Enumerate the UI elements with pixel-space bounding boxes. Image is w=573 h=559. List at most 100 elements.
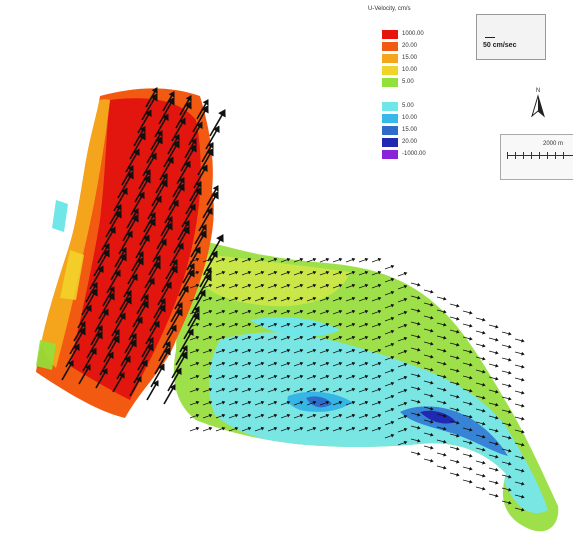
vector-arrowhead: [403, 349, 408, 354]
vector-arrowhead: [521, 455, 525, 460]
legend-label: 20.00: [402, 139, 418, 145]
vector-arrowhead: [221, 296, 226, 301]
vector-arrowhead: [325, 296, 330, 301]
north-arrow-icon: [531, 94, 545, 118]
vector-arrowhead: [84, 304, 92, 313]
vector-arrowhead: [208, 387, 213, 392]
vector-arrowhead: [247, 270, 252, 275]
vector-arrowhead: [247, 283, 252, 288]
vector-arrowhead: [188, 203, 196, 212]
vector-arrowhead: [168, 91, 175, 98]
vector-arrowhead: [177, 183, 185, 192]
vector-arrowhead: [456, 355, 460, 360]
vector-arrowhead: [364, 283, 369, 288]
vector-arrowhead: [216, 234, 224, 243]
vector-arrowhead: [160, 179, 168, 188]
vector-arrowhead: [119, 253, 127, 262]
vector-arrowhead: [338, 309, 343, 314]
vector-arrowhead: [118, 312, 126, 321]
vector-arrowhead: [161, 173, 168, 180]
vector-arrowhead: [260, 296, 265, 301]
vector-arrowhead: [152, 320, 160, 329]
vector-arrowhead: [210, 250, 218, 259]
vector-arrowhead: [364, 257, 369, 262]
vector-arrowhead: [182, 226, 190, 235]
vector-arrowhead: [107, 292, 115, 301]
vector-arrowhead: [364, 296, 369, 301]
vector-arrowhead: [234, 413, 239, 418]
vector-arrowhead: [430, 432, 434, 437]
vector-arrowhead: [364, 400, 369, 405]
vector-arrowhead: [390, 420, 395, 425]
vector-arrowhead: [417, 425, 421, 430]
vector-arrowhead: [171, 259, 178, 266]
vector-arrowhead: [260, 348, 265, 353]
vector-arrowhead: [508, 383, 512, 388]
legend-label: 10.00: [402, 67, 418, 73]
vector-arrowhead: [312, 400, 317, 405]
vector-arrowhead: [159, 298, 166, 305]
vector-arrowhead: [469, 414, 473, 419]
legend-label: 5.00: [402, 79, 414, 85]
vector-arrowhead: [172, 140, 180, 149]
vector-arrowhead: [521, 338, 525, 343]
vector-arrowhead: [390, 407, 395, 412]
vector-arrowhead: [211, 191, 219, 200]
vector-arrowhead: [403, 310, 408, 315]
vector-arrowhead: [163, 347, 171, 356]
vector-arrowhead: [456, 329, 460, 334]
vector-arrowhead: [338, 400, 343, 405]
vector-arrowhead: [299, 426, 304, 431]
vector-arrowhead: [273, 348, 278, 353]
vector-arrowhead: [154, 195, 162, 204]
vector-arrowhead: [299, 335, 304, 340]
vector-arrowhead: [132, 148, 140, 157]
vector-arrowhead: [143, 175, 151, 184]
vector-arrowhead: [137, 191, 145, 200]
vector-arrowhead: [430, 354, 434, 359]
vector-arrowhead: [312, 374, 317, 379]
scale-tick: [515, 152, 516, 159]
vector-arrowhead: [377, 413, 382, 418]
vector-arrowhead: [456, 316, 460, 321]
vector-arrowhead: [495, 415, 499, 420]
vector-arrowhead: [173, 134, 180, 141]
north-label: N: [535, 88, 541, 94]
vector-arrowhead: [351, 257, 356, 262]
vector-arrowhead: [84, 364, 91, 371]
vector-arrowhead: [221, 374, 226, 379]
vector-arrowhead: [135, 376, 142, 383]
vector-arrowhead: [175, 308, 183, 317]
vector-arrowhead: [377, 283, 382, 288]
vector-arrowhead: [299, 257, 304, 262]
vector-arrowhead: [247, 257, 252, 262]
vector-arrowhead: [456, 368, 460, 373]
vector-arrowhead: [495, 493, 499, 498]
vector-arrowhead: [430, 419, 434, 424]
vector-arrowhead: [273, 387, 278, 392]
vector-arrowhead: [495, 402, 499, 407]
lower-yellow-zone: [180, 250, 350, 307]
vector-arrowhead: [144, 109, 152, 118]
vector-arrowhead: [198, 289, 206, 298]
vector-arrowhead: [417, 386, 421, 391]
legend-swatch: [382, 126, 398, 135]
vector-arrowhead: [286, 413, 291, 418]
vector-arrowhead: [101, 368, 108, 375]
vector-arrowhead: [469, 310, 473, 315]
vector-arrowhead: [234, 335, 239, 340]
vector-arrowhead: [377, 426, 382, 431]
vector-arrowhead: [325, 309, 330, 314]
vector-arrowhead: [403, 388, 408, 393]
vector-arrowhead: [377, 335, 382, 340]
vector-arrowhead: [169, 324, 177, 333]
legend-swatch: [382, 66, 398, 75]
vector-arrowhead: [120, 247, 127, 254]
vector-arrowhead: [403, 297, 408, 302]
vector-arrowhead: [482, 317, 486, 322]
legend-swatch: [382, 114, 398, 123]
vector-arrowhead: [131, 214, 139, 223]
vector-arrowhead: [260, 413, 265, 418]
vector-arrowhead: [153, 261, 161, 270]
vector-arrowhead: [377, 387, 382, 392]
